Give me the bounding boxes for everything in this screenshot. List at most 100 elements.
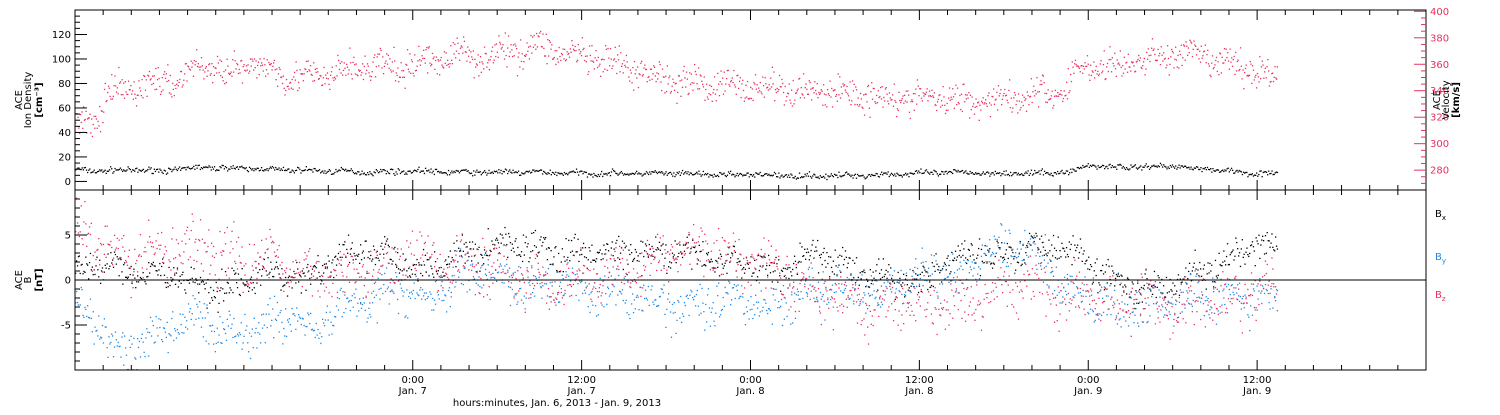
velocity-point	[544, 55, 547, 57]
density-point	[444, 172, 446, 174]
by-point	[272, 308, 274, 310]
velocity-point	[1239, 47, 1242, 49]
velocity-point	[255, 60, 257, 62]
by-point	[832, 306, 834, 308]
velocity-point	[147, 74, 149, 76]
density-point	[816, 176, 818, 179]
bx-point	[358, 253, 360, 255]
by-point	[590, 292, 592, 294]
by-point	[182, 313, 184, 316]
velocity-point	[133, 81, 135, 83]
velocity-point	[797, 88, 799, 90]
by-point	[904, 294, 906, 296]
velocity-point	[904, 94, 906, 96]
velocity-point	[308, 69, 310, 71]
by-point	[211, 324, 214, 326]
by-point	[211, 330, 213, 332]
by-point	[557, 293, 559, 296]
bx-point	[164, 282, 166, 284]
velocity-point	[584, 55, 587, 57]
density-point	[1269, 173, 1271, 175]
density-point	[1030, 169, 1033, 171]
bx-point	[125, 276, 127, 278]
density-point	[1085, 165, 1087, 167]
bx-point	[719, 253, 722, 255]
density-point	[493, 170, 496, 172]
velocity-point	[482, 63, 484, 65]
bx-point	[1106, 282, 1108, 284]
bx-point	[121, 271, 123, 273]
velocity-point	[1175, 46, 1177, 48]
velocity-point	[1029, 95, 1032, 98]
velocity-point	[817, 97, 819, 99]
bx-point	[743, 266, 745, 269]
velocity-point	[370, 76, 373, 78]
velocity-point	[368, 72, 370, 74]
velocity-point	[686, 78, 688, 80]
by-point	[719, 314, 722, 316]
bx-point	[830, 266, 833, 269]
density-point	[719, 171, 721, 174]
bx-point	[345, 256, 347, 258]
density-point	[596, 175, 598, 178]
bx-point	[987, 249, 989, 251]
velocity-point	[538, 36, 540, 38]
bx-point	[404, 259, 406, 262]
bx-point	[304, 275, 306, 277]
density-point	[911, 172, 913, 175]
density-point	[107, 170, 110, 172]
density-point	[482, 171, 485, 173]
density-point	[1072, 168, 1074, 170]
bx-point	[891, 280, 894, 283]
density-point	[371, 173, 373, 176]
bx-point	[1077, 257, 1080, 259]
bx-point	[131, 282, 133, 284]
bx-point	[409, 275, 411, 277]
bx-point	[1198, 275, 1200, 277]
bx-point	[765, 268, 767, 270]
velocity-point	[562, 48, 564, 50]
by-point	[875, 296, 877, 298]
velocity-point	[156, 88, 158, 90]
velocity-point	[1252, 65, 1254, 67]
velocity-point	[228, 73, 231, 76]
density-point	[113, 171, 115, 173]
density-point	[920, 168, 922, 170]
bx-point	[522, 234, 525, 236]
velocity-point	[662, 76, 664, 78]
velocity-point	[632, 66, 634, 69]
velocity-point	[841, 92, 843, 95]
bx-point	[91, 266, 93, 268]
velocity-point	[379, 47, 381, 50]
velocity-point	[653, 66, 656, 68]
density-point	[946, 173, 948, 175]
bx-point	[442, 271, 444, 273]
velocity-point	[582, 49, 584, 51]
velocity-point	[576, 59, 579, 61]
density-point	[860, 175, 862, 177]
bx-point	[707, 251, 710, 254]
velocity-point	[580, 55, 583, 57]
density-point	[172, 169, 174, 171]
bx-point	[1135, 290, 1137, 292]
bx-point	[940, 269, 942, 272]
velocity-point	[262, 70, 264, 72]
density-point	[243, 167, 245, 169]
by-point	[217, 341, 219, 343]
bx-point	[1114, 277, 1117, 280]
velocity-point	[1148, 54, 1150, 57]
velocity-point	[1098, 74, 1100, 77]
bx-point	[446, 264, 448, 266]
velocity-point	[109, 95, 111, 98]
density-point	[152, 172, 154, 175]
density-point	[148, 166, 150, 168]
velocity-point	[1189, 39, 1191, 41]
density-point	[322, 170, 324, 172]
velocity-point	[243, 64, 245, 66]
by-point	[1048, 285, 1050, 287]
density-point	[972, 173, 975, 175]
density-point	[900, 174, 902, 177]
velocity-point	[752, 99, 754, 102]
velocity-point	[102, 121, 104, 124]
bx-point	[437, 270, 439, 272]
